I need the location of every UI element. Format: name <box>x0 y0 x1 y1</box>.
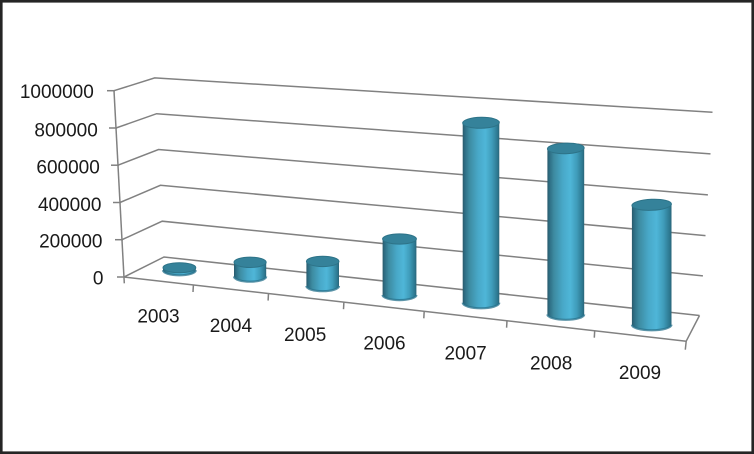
svg-text:2009: 2009 <box>619 363 661 384</box>
svg-text:2007: 2007 <box>444 344 486 365</box>
svg-text:2008: 2008 <box>530 354 572 375</box>
svg-text:2006: 2006 <box>363 334 405 355</box>
svg-text:1000000: 1000000 <box>20 82 94 103</box>
svg-text:0: 0 <box>93 269 104 290</box>
svg-text:600000: 600000 <box>36 158 99 179</box>
svg-text:200000: 200000 <box>39 232 102 253</box>
svg-text:2005: 2005 <box>284 325 326 346</box>
svg-text:2004: 2004 <box>210 316 253 337</box>
svg-text:2003: 2003 <box>137 306 179 327</box>
svg-text:800000: 800000 <box>34 121 97 142</box>
svg-text:400000: 400000 <box>38 195 101 216</box>
